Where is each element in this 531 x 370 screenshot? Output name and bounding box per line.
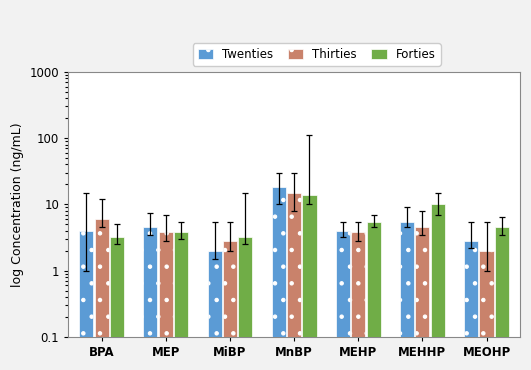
Bar	[495, 227, 509, 370]
Bar	[143, 227, 158, 370]
Bar	[366, 222, 381, 370]
Bar	[272, 188, 286, 370]
Bar	[336, 231, 350, 370]
Y-axis label: log Concentration (ng/mL): log Concentration (ng/mL)	[11, 122, 24, 287]
Bar	[208, 250, 221, 370]
Bar	[159, 232, 173, 370]
Bar	[238, 237, 252, 370]
Bar	[110, 237, 124, 370]
Bar	[431, 204, 445, 370]
Bar	[351, 232, 365, 370]
Bar	[464, 241, 478, 370]
Bar	[95, 219, 109, 370]
Bar	[415, 227, 430, 370]
Bar	[479, 250, 494, 370]
Bar	[400, 222, 414, 370]
Bar	[174, 232, 189, 370]
Bar	[303, 195, 316, 370]
Bar	[287, 193, 301, 370]
Bar	[223, 241, 237, 370]
Bar	[79, 231, 93, 370]
Legend: Twenties, Thirties, Forties: Twenties, Thirties, Forties	[193, 43, 441, 66]
